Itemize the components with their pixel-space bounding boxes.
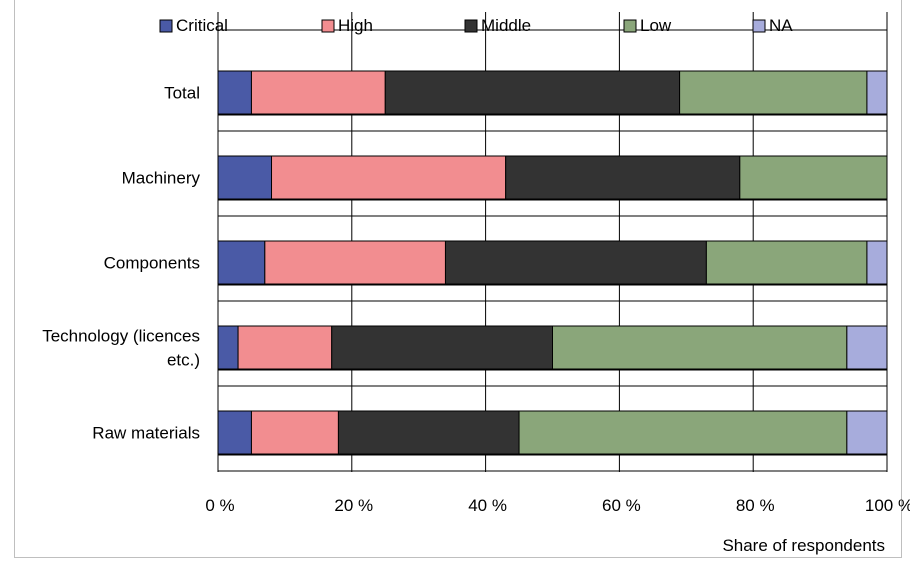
x-tick-label: 0 %	[205, 496, 234, 515]
bar-segment-na	[846, 325, 888, 370]
bar-segment-na	[866, 70, 888, 115]
legend-label-critical: Critical	[176, 16, 228, 35]
bar-segment-critical	[217, 155, 273, 200]
legend-swatch-na	[752, 19, 766, 33]
category-label: Raw materials	[92, 424, 200, 443]
bar-segment-critical	[217, 410, 252, 455]
bar-segment-na	[866, 240, 888, 285]
category-label: Technology (licences	[42, 327, 200, 346]
bar-segment-high	[264, 240, 446, 285]
x-tick-label: 100 %	[865, 496, 910, 515]
bar-segment-middle	[337, 410, 520, 455]
x-tick-label: 40 %	[468, 496, 507, 515]
bar-segment-high	[250, 70, 386, 115]
bar-segment-low	[518, 410, 848, 455]
legend-swatch-middle	[464, 19, 478, 33]
legend-swatch-high	[321, 19, 335, 33]
chart-frame	[14, 0, 902, 558]
legend-swatch-low	[623, 19, 637, 33]
x-tick-label: 20 %	[334, 496, 373, 515]
bar-segment-middle	[505, 155, 741, 200]
category-label: etc.)	[167, 351, 200, 370]
bar-segment-low	[739, 155, 888, 200]
x-tick-label: 80 %	[736, 496, 775, 515]
bar-segment-critical	[217, 240, 266, 285]
x-axis-title: Share of respondents	[722, 536, 885, 555]
legend-label-na: NA	[769, 16, 793, 35]
bar-segment-critical	[217, 70, 252, 115]
bar-segment-high	[271, 155, 507, 200]
bar-segment-low	[705, 240, 868, 285]
bar-segment-high	[250, 410, 339, 455]
category-label: Total	[164, 84, 200, 103]
bar-segment-middle	[384, 70, 681, 115]
bar-segment-high	[237, 325, 333, 370]
bar-segment-low	[679, 70, 868, 115]
legend-swatch-critical	[159, 19, 173, 33]
legend-label-middle: Middle	[481, 16, 531, 35]
x-tick-label: 60 %	[602, 496, 641, 515]
bar-segment-critical	[217, 325, 239, 370]
legend-label-low: Low	[640, 16, 672, 35]
bar-segment-low	[552, 325, 848, 370]
bar-segment-na	[846, 410, 888, 455]
bar-segment-middle	[444, 240, 707, 285]
category-label: Machinery	[122, 169, 201, 188]
category-label: Components	[104, 254, 200, 273]
bar-segment-middle	[331, 325, 554, 370]
legend-label-high: High	[338, 16, 373, 35]
